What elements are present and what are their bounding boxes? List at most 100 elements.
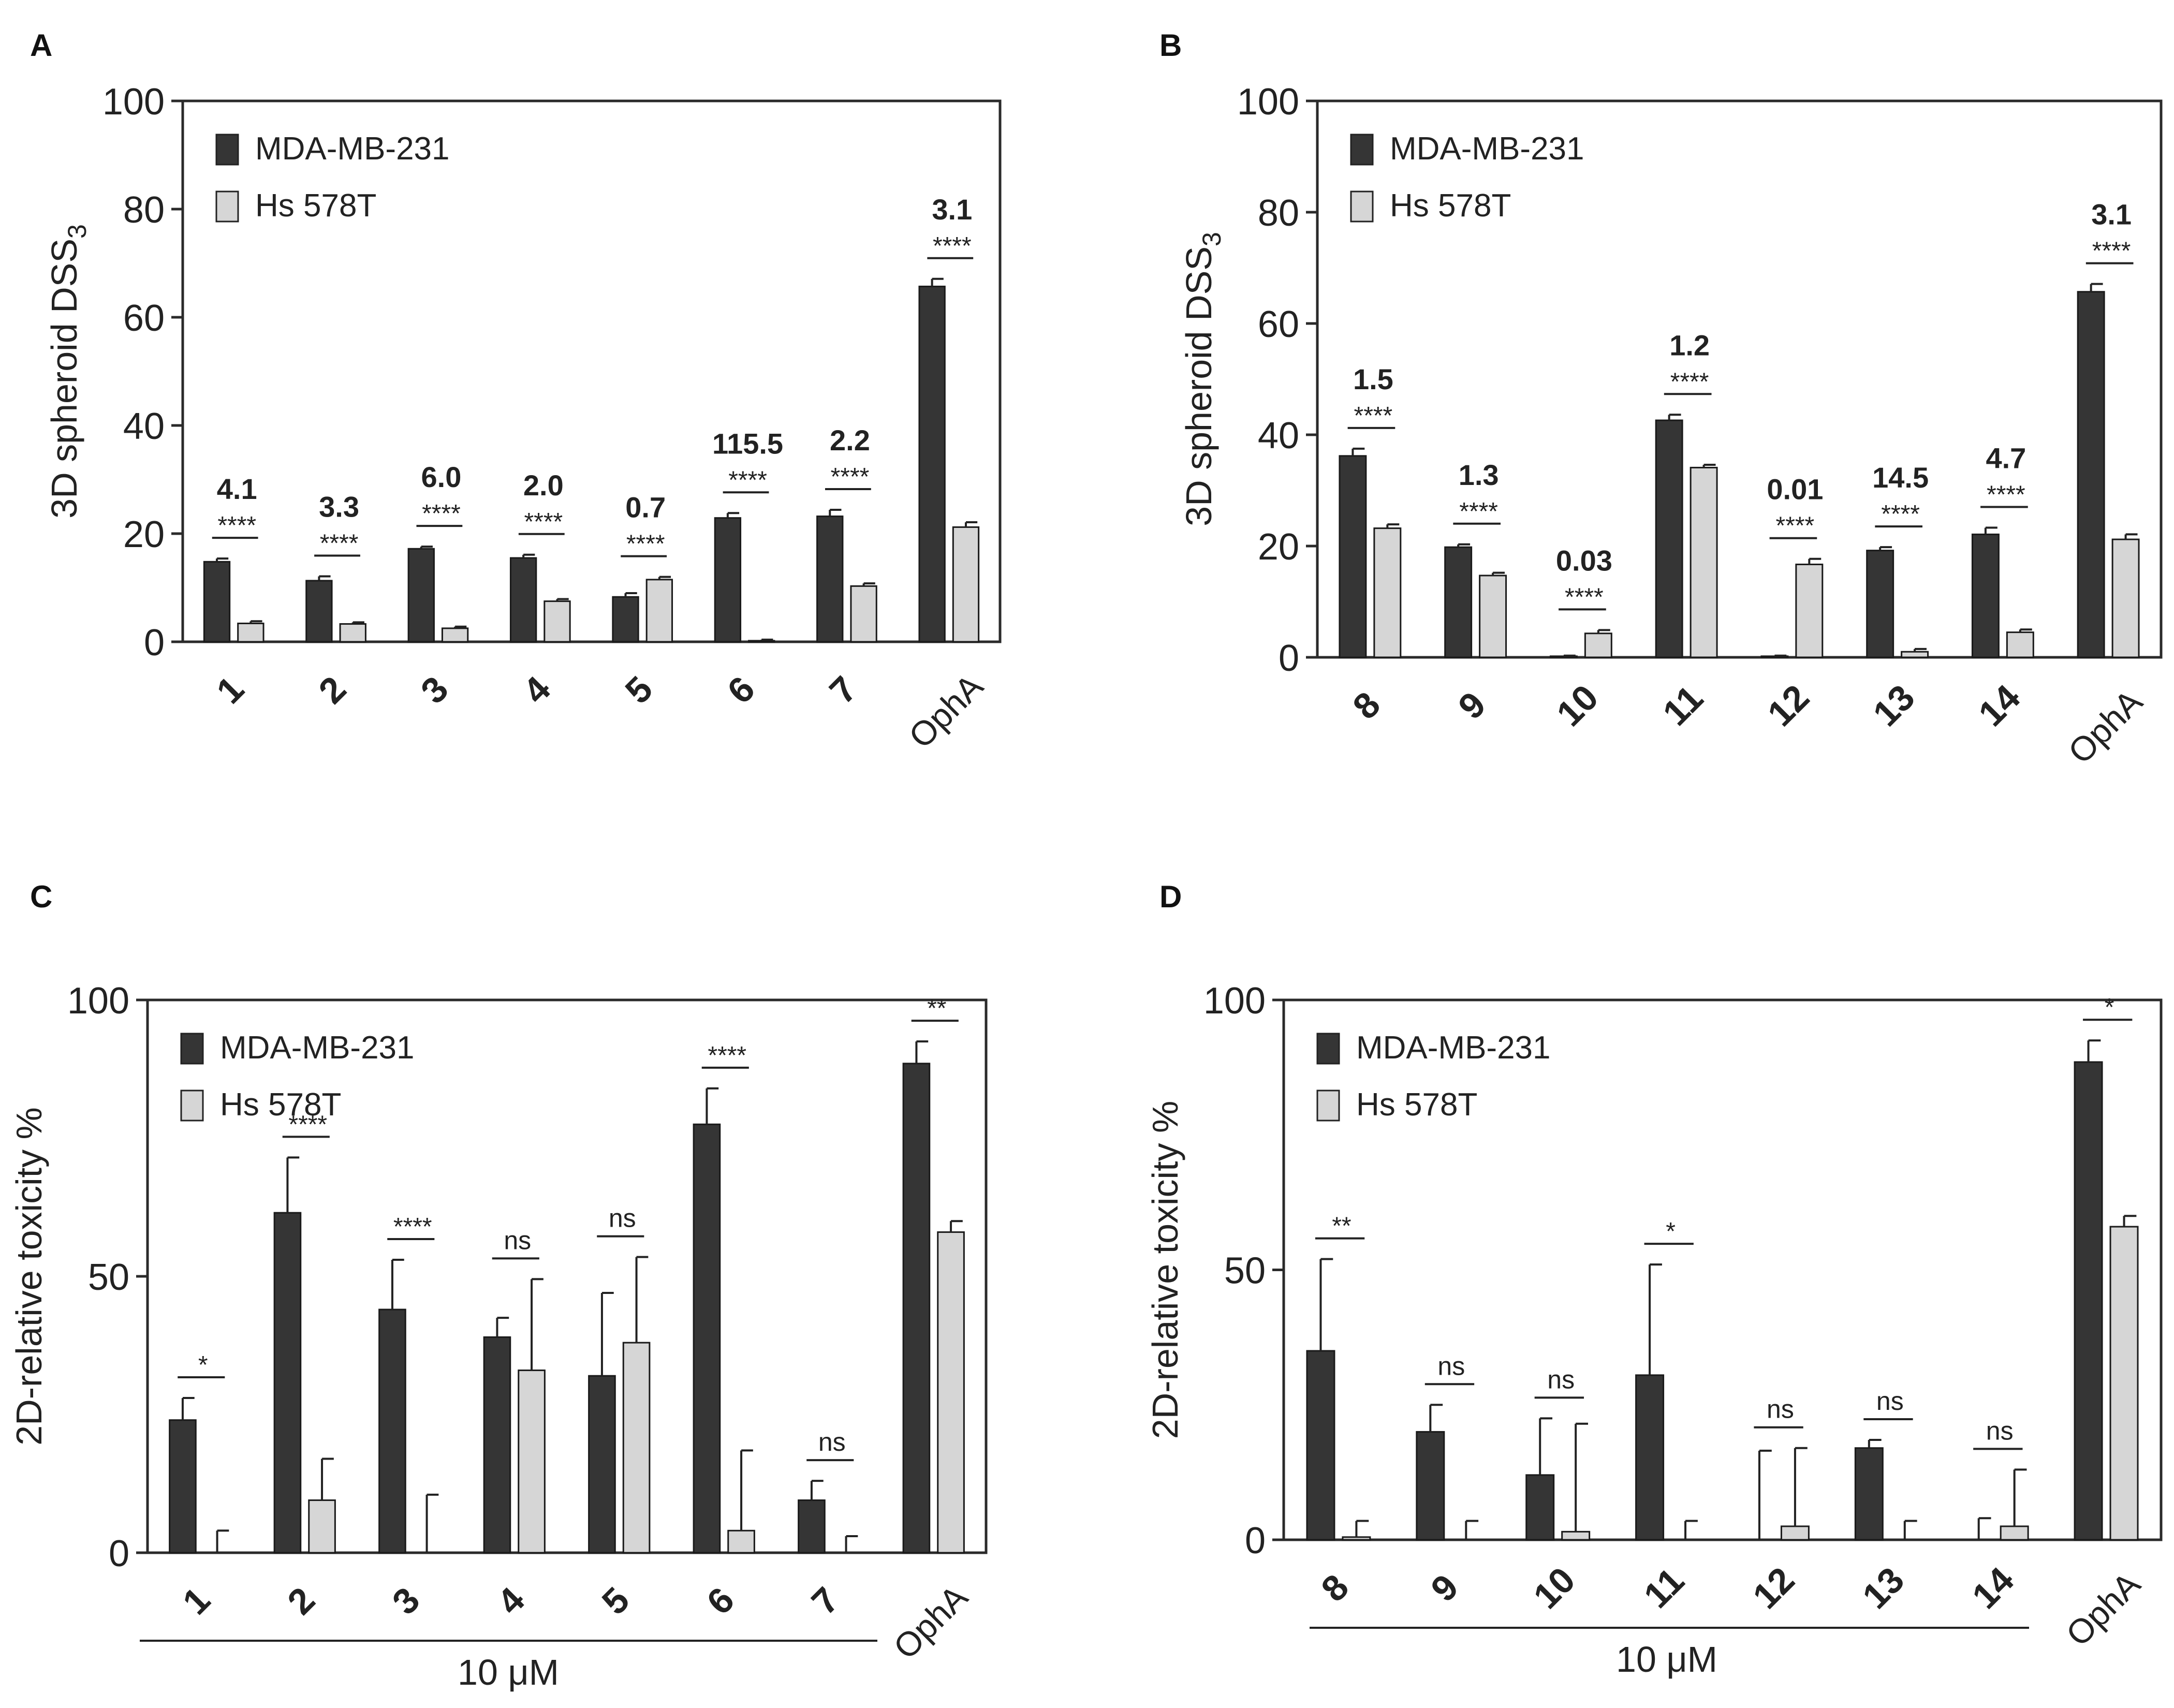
legend-swatch bbox=[1316, 1033, 1340, 1065]
x-tick-label: 9 bbox=[1450, 684, 1493, 727]
significance-label: **** bbox=[728, 466, 767, 494]
bar-mda-mb-231 bbox=[918, 285, 946, 643]
bar-hs-578t bbox=[2000, 1525, 2029, 1541]
plot-frame bbox=[1316, 99, 2163, 659]
y-tick-label: 100 bbox=[1203, 980, 1266, 1022]
significance-label: **** bbox=[393, 1213, 432, 1241]
ratio-label: 1.2 bbox=[1669, 329, 1710, 361]
legend-label: MDA-MB-231 bbox=[1356, 1030, 1551, 1066]
y-axis-label-main: 2D-relative toxicity % bbox=[1145, 1101, 1185, 1439]
ratio-label: 4.7 bbox=[1986, 442, 2026, 475]
y-tick-label: 40 bbox=[123, 406, 165, 447]
bar-hs-578t bbox=[1584, 632, 1612, 658]
y-tick-label: 50 bbox=[88, 1257, 129, 1298]
bar-mda-mb-231 bbox=[1306, 1350, 1335, 1541]
bar-mda-mb-231 bbox=[1444, 546, 1473, 658]
bar-hs-578t bbox=[237, 622, 265, 643]
plot-frame bbox=[146, 998, 988, 1554]
legend-swatch bbox=[180, 1089, 204, 1122]
significance-label: **** bbox=[288, 1111, 327, 1138]
legend-swatch bbox=[1350, 134, 1374, 166]
bar-mda-mb-231 bbox=[714, 517, 742, 643]
bar-mda-mb-231 bbox=[1971, 533, 2000, 658]
ratio-label: 0.01 bbox=[1767, 473, 1823, 506]
bar-mda-mb-231 bbox=[902, 1063, 931, 1554]
panel-letter: B bbox=[1159, 28, 1182, 63]
significance-label: **** bbox=[1354, 402, 1393, 430]
x-tick-label: 14 bbox=[1971, 677, 2028, 734]
significance-label: **** bbox=[1565, 583, 1604, 611]
y-tick-label: 60 bbox=[1258, 304, 1299, 345]
significance-label: ns bbox=[818, 1427, 846, 1456]
x-tick-label: 10 bbox=[1526, 1559, 1583, 1616]
y-axis-label-subscript: 3 bbox=[63, 224, 92, 239]
x-tick-label: 13 bbox=[1855, 1559, 1912, 1616]
bar-mda-mb-231 bbox=[1339, 455, 1367, 658]
bar-mda-mb-231 bbox=[816, 516, 844, 643]
y-axis-label-main: 2D-relative toxicity % bbox=[9, 1107, 49, 1446]
y-axis-label-main: 3D spheroid DSS bbox=[1179, 246, 1219, 526]
y-tick-label: 0 bbox=[1279, 638, 1299, 679]
significance-label: **** bbox=[831, 463, 870, 491]
y-tick-label: 100 bbox=[102, 81, 165, 123]
x-tick-label: OphA bbox=[901, 667, 990, 756]
y-tick-label: 80 bbox=[1258, 193, 1299, 234]
bar-hs-578t bbox=[1690, 466, 1718, 658]
bar-mda-mb-231 bbox=[1525, 1474, 1555, 1541]
bar-hs-578t bbox=[339, 623, 366, 643]
legend-swatch bbox=[215, 190, 239, 223]
legend-label: Hs 578T bbox=[1390, 188, 1511, 224]
bar-hs-578t bbox=[1342, 1536, 1371, 1541]
ratio-label: 14.5 bbox=[1872, 461, 1929, 494]
panel-b: B 0 20 40 60 80 100 3D spheroid DSS3 MDA-MB-231 H… bbox=[1159, 28, 2163, 771]
significance-label: ns bbox=[1986, 1416, 2014, 1445]
bar-mda-mb-231 bbox=[588, 1375, 616, 1554]
ratio-label: 1.3 bbox=[1459, 459, 1499, 491]
y-axis-label-subscript: 3 bbox=[1197, 232, 1226, 246]
x-tick-label: 5 bbox=[618, 669, 660, 712]
x-tick-label: OphA bbox=[886, 1578, 975, 1667]
y-tick-label: 80 bbox=[123, 189, 165, 231]
bar-hs-578t bbox=[518, 1370, 546, 1554]
y-tick-label: 20 bbox=[123, 514, 165, 555]
legend-label: MDA-MB-231 bbox=[1390, 131, 1584, 167]
y-tick-label: 100 bbox=[1237, 81, 1299, 123]
x-tick-label: 4 bbox=[515, 669, 558, 712]
bar-hs-578t bbox=[1561, 1530, 1591, 1541]
significance-label: * bbox=[2105, 994, 2114, 1021]
significance-label: ns bbox=[1437, 1351, 1465, 1380]
x-tick-label: 5 bbox=[594, 1580, 637, 1623]
bar-hs-578t bbox=[1901, 651, 1929, 658]
significance-label: ns bbox=[1767, 1395, 1794, 1424]
y-tick-label: 50 bbox=[1224, 1250, 1266, 1292]
x-tick-label: 6 bbox=[699, 1580, 742, 1623]
plot-frame bbox=[1282, 998, 2163, 1541]
x-tick-label: 11 bbox=[1636, 1560, 1692, 1615]
bar-mda-mb-231 bbox=[273, 1212, 302, 1554]
legend-swatch bbox=[180, 1033, 204, 1065]
y-axis-label: 3D spheroid DSS3 bbox=[44, 224, 92, 519]
x-tick-label: 10 bbox=[1549, 677, 1606, 734]
y-axis-label-main: 3D spheroid DSS bbox=[44, 239, 84, 519]
legend-swatch bbox=[1350, 190, 1374, 223]
significance-label: **** bbox=[1459, 498, 1498, 525]
significance-label: **** bbox=[1881, 500, 1920, 528]
significance-label: **** bbox=[422, 500, 461, 527]
legend-label: Hs 578T bbox=[1356, 1087, 1477, 1123]
significance-label: ns bbox=[609, 1204, 636, 1233]
panel-letter: A bbox=[30, 28, 52, 63]
ratio-label: 2.0 bbox=[523, 469, 564, 502]
significance-label: **** bbox=[933, 232, 972, 260]
y-tick-label: 0 bbox=[144, 622, 165, 664]
bar-hs-578t bbox=[727, 1529, 755, 1554]
ratio-label: 0.03 bbox=[1556, 544, 1612, 577]
bar-mda-mb-231 bbox=[305, 580, 333, 643]
bar-hs-578t bbox=[937, 1231, 965, 1554]
significance-label: ns bbox=[1876, 1387, 1904, 1416]
bar-hs-578t bbox=[2006, 631, 2034, 658]
bar-hs-578t bbox=[645, 579, 673, 643]
significance-label: **** bbox=[708, 1042, 746, 1069]
x-tick-label: 9 bbox=[1423, 1567, 1466, 1610]
significance-label: ** bbox=[927, 995, 946, 1022]
